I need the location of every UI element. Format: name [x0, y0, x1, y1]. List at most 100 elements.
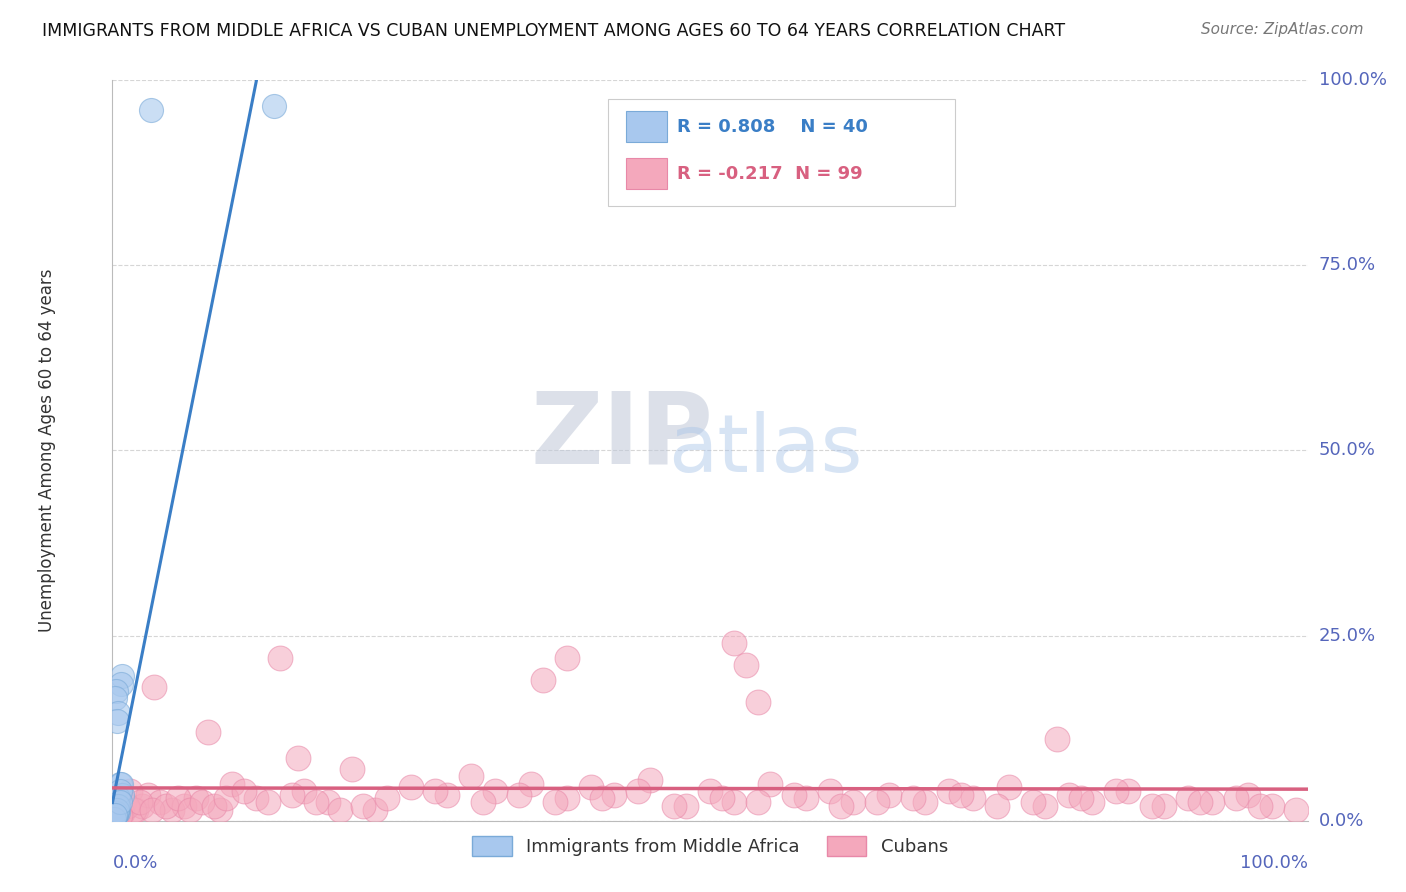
Point [1022, 795, 1045, 809]
Point [640, 772, 662, 787]
Point [103, 812, 125, 826]
Point [759, 776, 782, 791]
Point [108, 807, 131, 822]
FancyBboxPatch shape [609, 99, 955, 206]
Point [281, 788, 304, 802]
Point [508, 788, 530, 802]
Point [401, 780, 423, 795]
Point [520, 776, 543, 791]
Point [531, 673, 554, 687]
Point [831, 798, 853, 813]
Point [555, 791, 578, 805]
Point [105, 810, 128, 824]
Point [1237, 788, 1260, 802]
Text: Source: ZipAtlas.com: Source: ZipAtlas.com [1201, 22, 1364, 37]
Point [155, 798, 177, 813]
Point [879, 788, 901, 802]
Point [167, 791, 190, 805]
Point [191, 795, 214, 809]
Text: 25.0%: 25.0% [1319, 626, 1376, 645]
Point [125, 803, 148, 817]
Point [472, 795, 495, 809]
Point [105, 803, 128, 817]
Point [460, 769, 482, 783]
Point [105, 803, 128, 817]
Point [1189, 795, 1212, 809]
Text: 100.0%: 100.0% [1319, 71, 1386, 89]
Point [1105, 784, 1128, 798]
Point [364, 803, 387, 817]
FancyBboxPatch shape [627, 112, 666, 143]
Point [105, 807, 128, 822]
Point [711, 791, 734, 805]
Point [108, 784, 131, 798]
Point [162, 803, 183, 817]
Point [914, 795, 936, 809]
Point [484, 784, 506, 798]
Point [1261, 798, 1284, 813]
Text: 50.0%: 50.0% [1319, 442, 1375, 459]
Point [1153, 798, 1175, 813]
Point [263, 99, 285, 113]
Point [699, 784, 721, 798]
Point [842, 795, 865, 809]
Text: atlas: atlas [668, 411, 862, 490]
Point [329, 803, 352, 817]
Point [105, 805, 128, 819]
Point [107, 791, 129, 805]
Point [1177, 791, 1199, 805]
Text: 0.0%: 0.0% [112, 854, 157, 872]
Point [1249, 798, 1271, 813]
Point [1225, 791, 1247, 805]
Point [436, 788, 458, 802]
Point [938, 784, 960, 798]
Point [202, 798, 225, 813]
Point [111, 806, 134, 821]
Point [543, 795, 565, 809]
Point [104, 807, 127, 822]
Point [103, 810, 125, 824]
Point [998, 780, 1021, 795]
Point [340, 762, 363, 776]
Point [794, 791, 817, 805]
Point [104, 809, 127, 823]
Point [104, 807, 127, 822]
Point [110, 776, 132, 791]
Text: IMMIGRANTS FROM MIDDLE AFRICA VS CUBAN UNEMPLOYMENT AMONG AGES 60 TO 64 YEARS CO: IMMIGRANTS FROM MIDDLE AFRICA VS CUBAN U… [42, 22, 1066, 40]
Point [139, 103, 162, 117]
Point [627, 784, 650, 798]
Point [866, 795, 889, 809]
Point [104, 798, 127, 813]
Point [138, 788, 160, 802]
Point [592, 791, 614, 805]
Point [131, 798, 153, 813]
Point [104, 807, 127, 822]
Point [233, 784, 256, 798]
Point [1057, 788, 1080, 802]
Point [105, 798, 128, 813]
Point [950, 788, 973, 802]
Point [105, 803, 128, 817]
Point [257, 795, 280, 809]
Point [197, 724, 219, 739]
Point [723, 636, 745, 650]
Point [129, 795, 152, 809]
Point [782, 788, 804, 802]
Point [603, 788, 626, 802]
Point [1070, 791, 1092, 805]
Point [555, 650, 578, 665]
Point [103, 810, 125, 824]
Point [425, 784, 447, 798]
Point [1142, 798, 1164, 813]
Point [105, 798, 128, 813]
Text: R = -0.217  N = 99: R = -0.217 N = 99 [676, 164, 862, 183]
Point [107, 805, 129, 819]
Point [120, 784, 142, 798]
FancyBboxPatch shape [627, 158, 666, 189]
Point [1201, 795, 1223, 809]
Text: ZIP: ZIP [531, 387, 714, 484]
Point [111, 669, 134, 683]
Point [107, 706, 129, 721]
Point [105, 803, 128, 817]
Point [149, 795, 172, 809]
